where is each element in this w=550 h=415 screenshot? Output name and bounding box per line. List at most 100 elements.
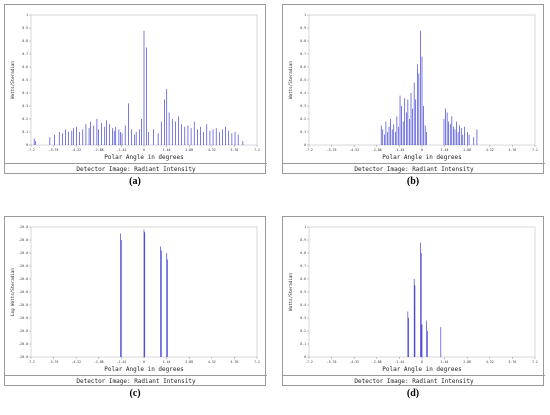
y-tick-label: 0.5 — [300, 78, 306, 82]
x-tick-label: -4.32 — [71, 360, 81, 364]
y-tick-label: 0.1 — [22, 130, 28, 134]
x-axis-label: Polar Angle in degrees — [104, 366, 184, 373]
y-tick-label: 0 — [304, 355, 306, 359]
y-tick-label: -20.0 — [18, 264, 28, 268]
y-tick-label: 0.8 — [22, 39, 28, 43]
y-tick-label: 0.2 — [22, 117, 28, 121]
y-tick-label: 0.2 — [300, 329, 306, 333]
x-tick-label: 1.44 — [441, 360, 449, 364]
x-tick-label: 1.44 — [163, 360, 171, 364]
y-tick-label: -20.0 — [18, 329, 28, 333]
x-tick-label: -5.76 — [327, 148, 337, 152]
x-tick-label: 0 — [421, 148, 423, 152]
y-tick-label: 0.4 — [300, 303, 306, 307]
x-tick-label: 0 — [143, 148, 145, 152]
chart-footer: Detector Image: Radiant Intensity — [283, 163, 545, 175]
chart-frame: 0 0.1 0.2 0.3 0.4 0.5 0.6 0.7 0.8 0.9 1 -7.2 -5.76 -4… — [4, 4, 267, 175]
x-tick-label: 2.88 — [185, 360, 193, 364]
x-tick-label: 0 — [143, 360, 145, 364]
chart-frame: 0 0.1 0.2 0.3 0.4 0.5 0.6 0.7 0.8 0.9 1 -7.2 -5.76 -4… — [282, 4, 545, 175]
bar-series — [407, 242, 442, 357]
y-tick-label: 0.1 — [300, 130, 306, 134]
chart-svg: -20.0 -20.0 -20.0 -20.0 -20.0 -20.0 -20.0 -20.0… — [10, 225, 260, 373]
x-tick-label: -1.44 — [117, 148, 127, 152]
y-tick-label: -20.0 — [18, 251, 28, 255]
x-tick-label: -7.2 — [27, 360, 35, 364]
x-tick-label: -1.44 — [117, 360, 127, 364]
y-tick-label: 0.6 — [22, 65, 28, 69]
y-tick-label: 0.3 — [300, 104, 306, 108]
y-tick-label: -20.0 — [18, 342, 28, 346]
x-tick-label: 1.44 — [441, 148, 449, 152]
y-tick-label: 0.3 — [22, 104, 28, 108]
y-tick-label: 0.5 — [300, 290, 306, 294]
y-tick-label: 0.6 — [300, 65, 306, 69]
chart-svg: 0 0.1 0.2 0.3 0.4 0.5 0.6 0.7 0.8 0.9 1 -7.2 -5.76 -4… — [288, 13, 538, 161]
x-tick-label: -1.44 — [395, 148, 405, 152]
y-tick-label: 0.6 — [300, 277, 306, 281]
x-tick-label: -5.76 — [49, 360, 59, 364]
x-tick-label: -2.88 — [372, 148, 382, 152]
y-tick-label: 0.7 — [300, 52, 306, 56]
y-tick-label: 0.1 — [300, 342, 306, 346]
x-tick-label: -7.2 — [27, 148, 35, 152]
y-tick-label: 0.7 — [22, 52, 28, 56]
y-tick-label: -20.0 — [18, 238, 28, 242]
bar-series — [120, 229, 168, 357]
y-tick-label: 1 — [304, 225, 306, 229]
y-tick-label: 0.7 — [300, 264, 306, 268]
bar-series — [33, 30, 244, 145]
panel-caption: (d) — [406, 388, 420, 399]
y-tick-label: 0.3 — [300, 316, 306, 320]
x-tick-label: -2.88 — [94, 360, 104, 364]
x-tick-label: -4.32 — [349, 148, 359, 152]
y-tick-label: -20.0 — [18, 355, 28, 359]
panel-a: 0 0.1 0.2 0.3 0.4 0.5 0.6 0.7 0.8 0.9 1 -7.2 -5.76 -4… — [4, 4, 268, 187]
x-tick-label: 5.76 — [231, 360, 239, 364]
y-tick-label: 0.4 — [22, 91, 28, 95]
chart-footer: Detector Image: Radiant Intensity — [283, 375, 545, 387]
y-tick-label: -20.0 — [18, 290, 28, 294]
panel-caption: (a) — [129, 176, 141, 187]
x-tick-label: 4.32 — [208, 148, 216, 152]
x-tick-label: -5.76 — [49, 148, 59, 152]
x-tick-label: 2.88 — [185, 148, 193, 152]
x-tick-label: -7.2 — [305, 148, 313, 152]
x-tick-label: 5.76 — [509, 360, 517, 364]
x-tick-label: -4.32 — [349, 360, 359, 364]
x-tick-label: 4.32 — [208, 360, 216, 364]
x-tick-label: 4.32 — [486, 148, 494, 152]
x-tick-label: 7.2 — [532, 360, 538, 364]
x-tick-label: 7.2 — [254, 360, 260, 364]
chart-frame: -20.0 -20.0 -20.0 -20.0 -20.0 -20.0 -20.0 -20.0… — [4, 216, 267, 386]
chart-footer: Detector Image: Radiant Intensity — [5, 163, 267, 175]
x-tick-label: -2.88 — [94, 148, 104, 152]
y-tick-label: 0.9 — [300, 238, 306, 242]
x-tick-label: 5.76 — [231, 148, 239, 152]
chart-svg: 0 0.1 0.2 0.3 0.4 0.5 0.6 0.7 0.8 0.9 1 -7.2 -5.76 -4… — [288, 225, 538, 373]
panel-caption: (c) — [129, 388, 141, 399]
y-tick-label: 0.2 — [300, 117, 306, 121]
x-tick-label: 7.2 — [532, 148, 538, 152]
x-tick-label: 5.76 — [509, 148, 517, 152]
y-tick-label: 0 — [26, 143, 28, 147]
x-tick-label: 4.32 — [486, 360, 494, 364]
panel-d: 0 0.1 0.2 0.3 0.4 0.5 0.6 0.7 0.8 0.9 1 -7.2 -5.76 -4… — [282, 216, 546, 399]
panel-caption: (b) — [406, 176, 420, 187]
panel-b: 0 0.1 0.2 0.3 0.4 0.5 0.6 0.7 0.8 0.9 1 -7.2 -5.76 -4… — [282, 4, 546, 187]
x-tick-label: 2.88 — [463, 360, 471, 364]
x-tick-label: -7.2 — [305, 360, 313, 364]
y-tick-label: 0.4 — [300, 91, 306, 95]
y-tick-label: 0.8 — [300, 39, 306, 43]
y-tick-label: 0 — [304, 143, 306, 147]
bar-series — [380, 30, 478, 145]
x-tick-label: 7.2 — [254, 148, 260, 152]
x-tick-label: 1.44 — [163, 148, 171, 152]
y-tick-label: 1 — [304, 13, 306, 17]
y-axis-label: Watts/Steradian — [288, 61, 293, 99]
x-axis-label: Polar Angle in degrees — [382, 154, 462, 161]
y-tick-label: -20.0 — [18, 225, 28, 229]
x-tick-label: -1.44 — [395, 360, 405, 364]
chart-svg: 0 0.1 0.2 0.3 0.4 0.5 0.6 0.7 0.8 0.9 1 -7.2 -5.76 -4… — [10, 13, 260, 161]
y-tick-label: -20.0 — [18, 316, 28, 320]
